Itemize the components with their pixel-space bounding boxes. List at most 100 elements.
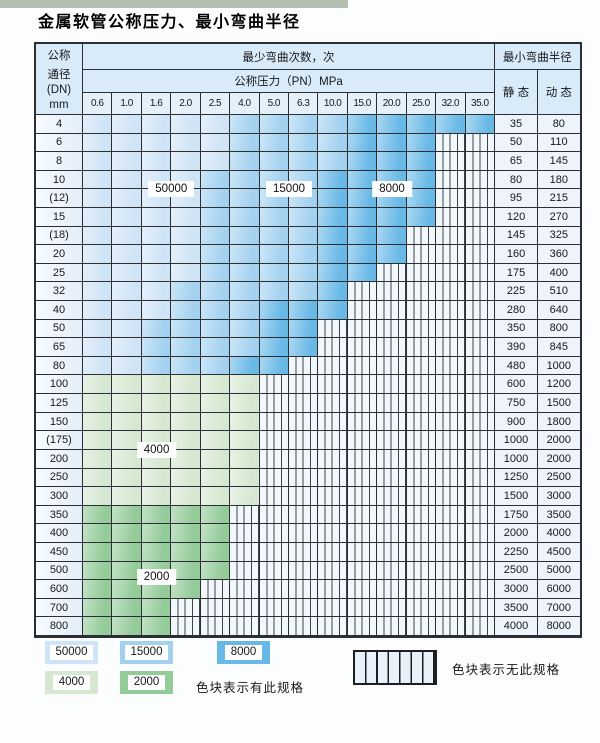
static-radius-cell: 480 — [495, 356, 539, 376]
grid-cell — [83, 487, 113, 506]
grid-cell — [318, 598, 348, 618]
grid-cell — [436, 561, 466, 581]
pressure-header-cell: 35.0 — [465, 93, 495, 115]
grid-cell — [318, 505, 348, 525]
grid-cell — [406, 115, 437, 134]
grid-cell — [406, 301, 437, 320]
grid-cell — [377, 301, 407, 320]
dn-cell: 200 — [36, 449, 83, 469]
grid-cell — [347, 468, 378, 488]
dynamic-radius-cell: 510 — [538, 282, 581, 302]
grid-cell — [259, 152, 289, 171]
grid-cell — [347, 449, 378, 469]
grid-cell — [230, 524, 260, 543]
grid-cell — [200, 449, 231, 469]
dynamic-radius-cell: 800 — [538, 319, 581, 339]
pressure-header-cell: 0.6 — [83, 93, 113, 115]
grid-cell — [465, 524, 495, 543]
dynamic-radius-cell: 180 — [538, 170, 581, 190]
grid-cell — [171, 133, 201, 153]
static-radius-cell: 2500 — [495, 561, 539, 581]
grid-cell — [200, 468, 231, 488]
band-value-label: 50000 — [148, 181, 195, 198]
legend-swatch-4000: 4000 — [45, 671, 98, 694]
grid-cell — [259, 431, 289, 450]
grid-cell — [465, 431, 495, 450]
pressure-header-cell: 1.0 — [112, 93, 142, 115]
grid-cell — [230, 617, 260, 636]
dn-cell: 500 — [36, 561, 83, 581]
grid-cell — [289, 319, 319, 339]
grid-cell — [318, 226, 348, 246]
static-radius-cell: 750 — [495, 394, 539, 413]
grid-cell — [318, 170, 348, 190]
grid-cell — [318, 561, 348, 581]
static-radius-cell: 160 — [495, 245, 539, 264]
grid-cell — [200, 189, 231, 209]
grid-cell — [112, 487, 142, 506]
band-value-label: 8000 — [372, 181, 412, 198]
grid-cell — [112, 431, 142, 450]
dynamic-radius-cell: 4000 — [538, 524, 581, 543]
static-radius-cell: 4000 — [495, 617, 539, 636]
grid-cell — [406, 561, 437, 581]
grid-cell — [377, 282, 407, 302]
static-radius-cell: 600 — [495, 375, 539, 395]
grid-cell — [83, 319, 113, 339]
grid-cell — [436, 282, 466, 302]
grid-cell — [377, 412, 407, 432]
band-value-label: 4000 — [136, 441, 177, 458]
grid-cell — [406, 170, 437, 190]
grid-cell — [347, 245, 378, 264]
dn-cell: (175) — [36, 431, 83, 450]
grid-cell — [112, 524, 142, 543]
static-radius-cell: 1500 — [495, 487, 539, 506]
legend-label-2000: 2000 — [127, 675, 166, 690]
dn-header-line: 公称 — [47, 50, 71, 63]
dn-header-line: mm — [49, 98, 69, 111]
grid-cell — [289, 208, 319, 227]
static-radius-cell: 2250 — [495, 542, 539, 562]
grid-cell — [200, 115, 231, 134]
dn-cell: 700 — [36, 598, 83, 618]
grid-cell — [465, 505, 495, 525]
grid-cell — [465, 245, 495, 264]
grid-cell — [347, 301, 378, 320]
grid-cell — [347, 338, 378, 357]
grid-cell — [289, 152, 319, 171]
grid-cell — [465, 152, 495, 171]
grid-cell — [230, 468, 260, 488]
grid-cell — [83, 617, 113, 636]
grid-cell — [230, 282, 260, 302]
grid-cell — [171, 542, 201, 562]
grid-cell — [318, 152, 348, 171]
static-radius-cell: 80 — [495, 170, 539, 190]
static-radius-cell: 3500 — [495, 598, 539, 618]
legend-label-4000: 4000 — [52, 675, 91, 690]
grid-cell — [377, 598, 407, 618]
grid-cell — [377, 319, 407, 339]
grid-cell — [318, 449, 348, 469]
grid-cell — [289, 394, 319, 413]
pressure-header-cell: 2.0 — [171, 93, 201, 115]
pressure-header-cell: 6.3 — [289, 93, 319, 115]
dn-cell: (18) — [36, 226, 83, 246]
grid-cell — [436, 617, 466, 636]
grid-cell — [200, 580, 231, 599]
grid-cell — [289, 245, 319, 264]
grid-cell — [200, 245, 231, 264]
grid-cell — [230, 226, 260, 246]
grid-cell — [347, 561, 378, 581]
grid-cell — [377, 580, 407, 599]
pressure-header-cell: 25.0 — [406, 93, 437, 115]
legend-label-50000: 50000 — [49, 645, 94, 660]
grid-cell — [259, 468, 289, 488]
dn-cell: 15 — [36, 208, 83, 227]
grid-cell — [347, 356, 378, 376]
grid-cell — [230, 189, 260, 209]
grid-cell — [141, 375, 172, 395]
grid-cell — [318, 263, 348, 283]
grid-cell — [112, 133, 142, 153]
grid-cell — [289, 617, 319, 636]
dn-cell: 150 — [36, 412, 83, 432]
